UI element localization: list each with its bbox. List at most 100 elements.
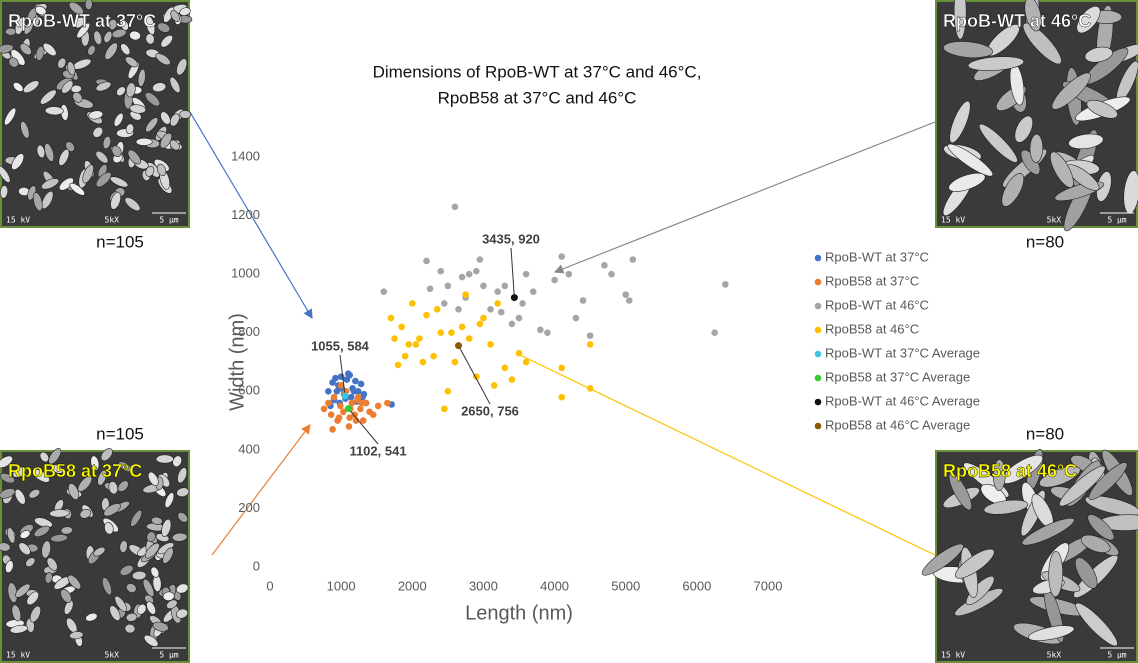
cell xyxy=(1048,550,1063,598)
data-point xyxy=(490,382,498,389)
cell xyxy=(95,171,112,188)
cell xyxy=(146,601,156,615)
x-tick-label: 1000 xyxy=(327,578,356,593)
data-point xyxy=(350,387,358,395)
data-point xyxy=(332,374,339,382)
cell xyxy=(60,526,73,535)
cell xyxy=(39,451,50,463)
x-tick-label: 6000 xyxy=(682,578,711,593)
cell xyxy=(14,17,25,35)
cell xyxy=(948,472,972,511)
sample-size: n=105 xyxy=(96,232,144,251)
data-point xyxy=(348,399,356,407)
cell xyxy=(82,164,94,184)
cell xyxy=(145,117,159,133)
cell xyxy=(50,464,64,474)
cell xyxy=(77,475,93,492)
cell xyxy=(179,110,192,119)
y-tick-label: 1400 xyxy=(231,148,260,163)
data-point xyxy=(405,341,413,348)
data-point xyxy=(345,423,353,430)
cell xyxy=(146,531,156,543)
legend-label: RpoB-WT at 46°C Average xyxy=(825,393,980,408)
legend-label: RpoB-WT at 46°C xyxy=(825,297,929,312)
x-tick-label: 4000 xyxy=(540,578,569,593)
micrograph: RpoB58 at 37°C 15 kV 5kX 5 μm xyxy=(0,448,190,663)
data-point xyxy=(711,329,718,337)
cell xyxy=(49,509,70,518)
cell xyxy=(169,76,181,94)
cell xyxy=(152,621,169,632)
data-point xyxy=(384,399,391,407)
data-point xyxy=(586,332,594,339)
cell xyxy=(60,588,72,603)
data-point xyxy=(473,267,480,275)
cell xyxy=(57,57,67,69)
cell xyxy=(67,574,82,590)
data-point xyxy=(337,382,345,389)
cell xyxy=(144,92,161,107)
cell xyxy=(0,455,13,469)
data-point xyxy=(515,349,523,357)
cell xyxy=(129,104,147,114)
cell xyxy=(162,591,175,601)
micrograph-scale: 5 μm xyxy=(1107,651,1126,660)
cell xyxy=(23,21,34,35)
micrograph-title: RpoB-WT at 46°C xyxy=(943,11,1091,31)
y-axis-title: Width (nm) xyxy=(226,313,248,411)
data-point xyxy=(565,270,573,278)
data-point xyxy=(501,364,509,372)
data-point xyxy=(430,352,437,360)
cell xyxy=(1076,5,1101,34)
data-point xyxy=(441,300,448,307)
cell xyxy=(144,594,154,605)
cell xyxy=(172,532,188,542)
cell xyxy=(176,58,188,76)
cell xyxy=(44,106,64,116)
cell xyxy=(117,480,129,492)
data-point xyxy=(451,358,459,366)
cell xyxy=(166,599,178,609)
cell xyxy=(5,560,14,574)
data-point xyxy=(625,297,633,304)
data-point xyxy=(359,417,367,424)
cell xyxy=(84,0,93,11)
cell xyxy=(136,603,147,615)
micrograph-mag: 5kX xyxy=(105,651,120,660)
cell xyxy=(72,91,83,103)
data-point xyxy=(433,305,441,313)
cell xyxy=(88,110,104,120)
cell xyxy=(109,605,121,622)
data-label: 1102, 541 xyxy=(349,443,406,458)
legend-marker xyxy=(814,326,822,334)
cell xyxy=(9,624,28,634)
cell xyxy=(1088,462,1128,500)
cell xyxy=(35,5,47,16)
data-point xyxy=(329,426,336,433)
data-point xyxy=(722,281,729,288)
cell xyxy=(0,166,11,183)
cell xyxy=(175,608,189,619)
cell xyxy=(943,41,994,59)
cell xyxy=(18,542,31,556)
cell xyxy=(0,44,14,54)
chart-title: RpoB58 at 37°C and 46°C xyxy=(438,88,637,107)
cell xyxy=(85,612,98,622)
data-point xyxy=(601,262,608,269)
cell xyxy=(79,508,92,519)
data-point xyxy=(537,326,544,334)
chart-title: Dimensions of RpoB-WT at 37°C and 46°C, xyxy=(373,62,702,81)
data-point xyxy=(508,376,516,383)
legend-marker xyxy=(814,350,822,358)
cell xyxy=(164,492,175,509)
cell xyxy=(992,459,1006,491)
cell xyxy=(25,557,36,567)
data-point xyxy=(522,358,530,366)
cell xyxy=(948,172,986,192)
data-point xyxy=(408,300,416,307)
micrograph-scale: 5 μm xyxy=(1107,216,1126,225)
leader-line xyxy=(510,247,515,298)
data-point xyxy=(444,387,452,395)
cell xyxy=(35,45,45,61)
